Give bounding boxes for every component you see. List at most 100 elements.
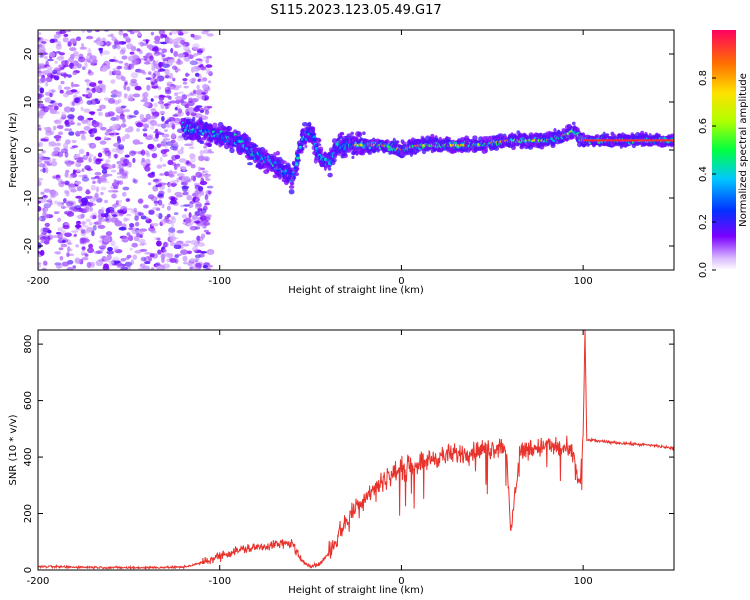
- spectrogram-noise-blob: [194, 226, 201, 230]
- spectrogram-noise-blob: [51, 89, 55, 93]
- spectrogram-noise-blob: [84, 165, 91, 171]
- spectrogram-halo: [192, 116, 196, 123]
- spectrogram-noise-blob: [189, 156, 196, 163]
- spectrogram-noise-blob: [86, 261, 92, 269]
- spectrogram-noise-blob: [187, 94, 191, 97]
- spectrogram-noise-blob: [38, 93, 43, 99]
- spectrogram-noise-blob: [110, 240, 116, 247]
- spectrogram-noise-blob: [151, 153, 158, 159]
- spectrogram-x-tick-label: -100: [208, 276, 231, 287]
- spectrogram-noise-blob: [87, 48, 92, 55]
- spectrogram-noise-blob: [97, 224, 106, 229]
- spectrogram-noise-blob: [68, 184, 76, 191]
- spectrogram-noise-blob: [76, 36, 81, 42]
- spectrogram-noise-blob: [78, 99, 84, 105]
- spectrogram-noise-blob: [48, 51, 56, 58]
- spectrogram-noise-blob: [171, 132, 176, 139]
- spectrogram-noise-blob: [207, 190, 212, 195]
- spectrogram-noise-blob: [72, 71, 77, 76]
- spectrogram-noise-blob: [187, 100, 195, 107]
- spectrogram-noise-blob: [88, 243, 93, 249]
- spectrogram-noise-blob: [139, 114, 145, 121]
- spectrogram-noise-blob: [130, 82, 139, 87]
- spectrogram-halo: [186, 111, 190, 117]
- spectrogram-noise-blob: [110, 169, 117, 173]
- spectrogram-noise-blob: [157, 100, 165, 105]
- spectrogram-noise-blob: [142, 263, 146, 268]
- spectrogram-noise-blob: [153, 102, 158, 108]
- spectrogram-noise-blob: [118, 164, 124, 170]
- spectrogram-noise-blob: [45, 81, 49, 87]
- spectrogram-noise-blob: [106, 254, 112, 261]
- spectrogram-noise-blob: [194, 113, 203, 119]
- spectrogram-noise-blob: [60, 71, 67, 75]
- spectrogram-noise-blob: [162, 153, 168, 158]
- spectrogram-noise-blob: [144, 165, 151, 172]
- spectrogram-noise-blob: [115, 114, 120, 121]
- snr-x-axis-label: Height of straight line (km): [288, 585, 424, 596]
- spectrogram-noise-blob: [116, 65, 123, 70]
- spectrogram-noise-blob: [204, 202, 211, 206]
- spectrogram-noise-blob: [44, 161, 50, 165]
- spectrogram-noise-blob: [115, 150, 121, 154]
- spectrogram-noise-blob: [58, 180, 65, 188]
- spectrogram-noise-blob: [154, 35, 161, 42]
- spectrogram-halo: [338, 135, 344, 140]
- spectrogram-noise-blob: [203, 106, 207, 111]
- spectrogram-noise-blob: [161, 56, 165, 60]
- spectrogram-noise-blob: [171, 237, 179, 240]
- spectrogram-noise-blob: [150, 81, 155, 86]
- spectrogram-noise-blob: [82, 154, 88, 161]
- spectrogram-noise-blob: [122, 191, 127, 197]
- spectrogram-noise-blob: [76, 122, 81, 126]
- spectrogram-noise-blob: [52, 125, 57, 131]
- spectrogram-noise-blob: [130, 53, 137, 57]
- spectrogram-halo: [288, 189, 295, 195]
- spectrogram-noise-blob: [91, 121, 100, 128]
- spectrogram-noise-blob: [52, 235, 60, 239]
- spectrogram-noise-blob: [125, 218, 130, 221]
- snr-y-tick-label: 800: [23, 335, 34, 354]
- spectrogram-noise-blob: [173, 51, 179, 57]
- spectrogram-noise-blob: [89, 128, 98, 134]
- spectrogram-halo: [295, 159, 301, 163]
- spectrogram-noise-blob: [146, 152, 151, 158]
- spectrogram-noise-blob: [151, 62, 155, 67]
- spectrogram-noise-blob: [190, 140, 194, 147]
- spectrogram-noise-blob: [153, 95, 160, 99]
- spectrogram-noise-blob: [73, 154, 79, 159]
- spectrogram-halo: [339, 132, 345, 136]
- spectrogram-noise-blob: [74, 54, 79, 60]
- spectrogram-noise-blob: [72, 100, 76, 107]
- spectrogram-noise-blob: [142, 123, 149, 128]
- spectrogram-noise-blob: [64, 211, 68, 215]
- spectrogram-noise-blob: [172, 65, 177, 70]
- spectrogram-noise-blob: [70, 81, 74, 88]
- spectrogram-noise-blob: [168, 116, 176, 122]
- spectrogram-ridge-core: [312, 135, 317, 139]
- spectrogram-noise-blob: [143, 133, 148, 137]
- spectrogram-noise-blob: [120, 258, 127, 262]
- spectrogram-noise-blob: [177, 53, 185, 58]
- spectrogram-noise-blob: [68, 121, 75, 126]
- spectrogram-noise-blob: [166, 205, 171, 211]
- spectrogram-noise-blob: [44, 56, 48, 60]
- spectrogram-noise-blob: [107, 111, 115, 117]
- spectrogram-noise-blob: [97, 152, 103, 158]
- spectrogram-noise-blob: [51, 152, 56, 157]
- spectrogram-noise-blob: [167, 188, 172, 193]
- spectrogram-noise-blob: [80, 229, 86, 234]
- spectrogram-noise-blob: [38, 141, 44, 148]
- spectrogram-noise-blob: [190, 98, 199, 103]
- spectrogram-noise-blob: [148, 209, 155, 215]
- spectrogram-noise-blob: [66, 211, 75, 217]
- spectrogram-noise-blob: [121, 55, 128, 60]
- spectrogram-noise-blob: [75, 130, 81, 137]
- spectrogram-noise-blob: [63, 86, 71, 90]
- spectrogram-halo: [523, 133, 527, 137]
- spectrogram-noise-blob: [145, 77, 152, 80]
- spectrogram-noise-blob: [45, 60, 49, 66]
- spectrogram-ridge-core: [294, 162, 299, 166]
- spectrogram-noise-blob: [57, 202, 64, 207]
